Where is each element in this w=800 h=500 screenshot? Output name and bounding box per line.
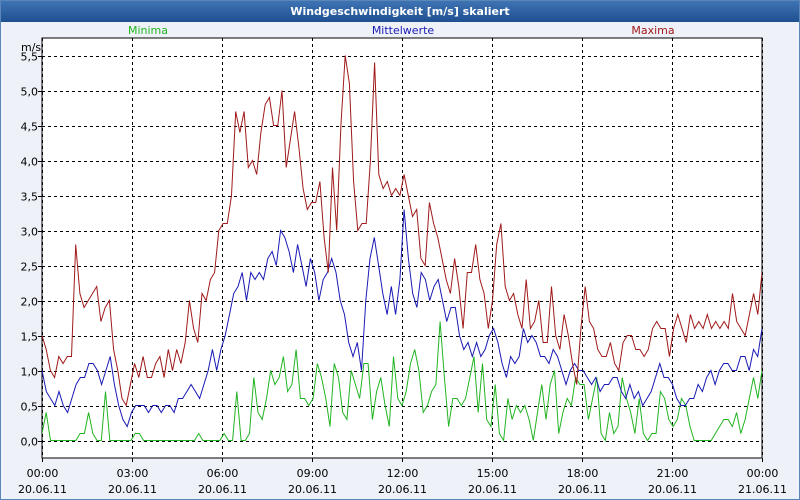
x-tick-time: 09:00 — [297, 467, 329, 480]
legend-mittelwerte: Mittelwerte — [372, 24, 435, 37]
series-line-maxima — [42, 55, 762, 407]
x-tick-date: 20.06.11 — [378, 483, 427, 496]
legend-maxima: Maxima — [631, 24, 674, 37]
x-tick-time: 12:00 — [387, 467, 419, 480]
y-tick-label: 1,0 — [21, 366, 39, 379]
x-tick-date: 20.06.11 — [648, 483, 697, 496]
y-tick-label: 4,5 — [21, 121, 39, 134]
x-tick-time: 00:00 — [27, 467, 59, 480]
series-line-mittelwerte — [42, 209, 762, 428]
y-tick-label: 2,5 — [21, 261, 39, 274]
y-tick-label: 1,5 — [21, 331, 39, 344]
y-tick-label: 3,0 — [21, 226, 39, 239]
x-tick-time: 15:00 — [477, 467, 509, 480]
y-tick-label: 3,5 — [21, 191, 39, 204]
chart-title: Windgeschwindigkeit [m/s] skaliert — [1, 1, 799, 22]
y-tick-label: 4,0 — [21, 156, 39, 169]
x-tick-time: 18:00 — [567, 467, 599, 480]
x-tick-date: 20.06.11 — [288, 483, 337, 496]
y-axis-label: m/s — [21, 41, 41, 54]
x-tick-date: 20.06.11 — [198, 483, 247, 496]
x-tick-time: 21:00 — [657, 467, 689, 480]
x-tick-time: 03:00 — [117, 467, 149, 480]
y-tick-label: 5,5 — [21, 51, 39, 64]
y-tick-label: 0,0 — [21, 436, 39, 449]
x-tick-date: 20.06.11 — [18, 483, 67, 496]
x-tick-date: 20.06.11 — [108, 483, 157, 496]
x-tick-time: 00:00 — [747, 467, 779, 480]
x-tick-time: 06:00 — [207, 467, 239, 480]
x-tick-date: 20.06.11 — [558, 483, 607, 496]
y-tick-label: 0,5 — [21, 401, 39, 414]
x-tick-date: 21.06.11 — [738, 483, 787, 496]
legend-minima: Minima — [128, 24, 168, 37]
x-tick-date: 20.06.11 — [468, 483, 517, 496]
y-tick-label: 5,0 — [21, 86, 39, 99]
y-tick-label: 2,0 — [21, 296, 39, 309]
series-line-minima — [42, 321, 762, 443]
